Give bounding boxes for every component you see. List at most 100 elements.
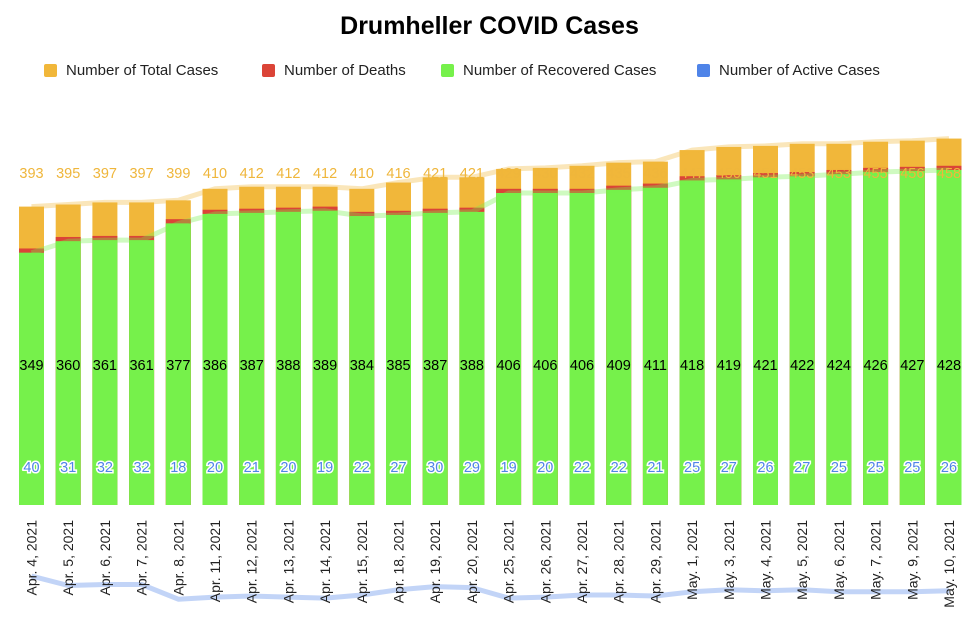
data-label-total: 397: [93, 166, 117, 182]
data-label-recovered: 389: [313, 358, 337, 374]
data-label-active: 21: [647, 460, 663, 476]
chart-title: Drumheller COVID Cases: [340, 12, 639, 40]
legend-swatch-total: [44, 64, 57, 77]
x-tick-label: Apr. 7, 2021: [134, 520, 150, 596]
bar-recovered: [422, 212, 448, 505]
bar-recovered: [899, 171, 925, 505]
data-label-total: 412: [276, 166, 300, 182]
bar-recovered: [789, 176, 815, 505]
x-tick-label: Apr. 13, 2021: [280, 520, 296, 604]
bar-recovered: [532, 192, 558, 505]
bar-recovered: [202, 213, 228, 506]
x-tick-label: May. 4, 2021: [758, 520, 774, 600]
data-label-total: 397: [129, 166, 153, 182]
x-tick-label: Apr. 15, 2021: [354, 520, 370, 604]
data-label-recovered: 406: [570, 358, 594, 374]
data-label-recovered: 422: [790, 358, 814, 374]
bar-recovered: [459, 211, 485, 505]
data-label-recovered: 387: [240, 358, 264, 374]
bar-recovered: [349, 216, 375, 505]
x-tick-label: Apr. 12, 2021: [244, 520, 260, 604]
data-label-active: 21: [244, 460, 260, 476]
data-label-total: 421: [423, 166, 447, 182]
x-tick-label: Apr. 4, 2021: [24, 520, 40, 596]
data-label-recovered: 360: [56, 358, 80, 374]
data-label-total: 453: [827, 166, 851, 182]
data-label-recovered: 388: [276, 358, 300, 374]
data-label-total: 399: [166, 166, 190, 182]
legend-label-deaths: Number of Deaths: [284, 62, 406, 79]
data-label-total: 410: [350, 166, 374, 182]
trend-line-active: [30, 573, 950, 602]
bar-recovered: [129, 240, 155, 505]
data-label-total: 412: [240, 166, 264, 182]
data-label-recovered: 361: [93, 358, 117, 374]
data-label-total: 456: [900, 166, 924, 182]
data-label-active: 26: [757, 460, 773, 476]
x-tick-label: Apr. 8, 2021: [170, 520, 186, 596]
data-label-recovered: 377: [166, 358, 190, 374]
data-label-active: 22: [611, 460, 627, 476]
data-label-recovered: 406: [496, 358, 520, 374]
data-label-total: 435: [607, 166, 631, 182]
data-label-active: 25: [831, 460, 847, 476]
x-tick-label: May. 1, 2021: [684, 520, 700, 600]
legend-label-recovered: Number of Recovered Cases: [463, 62, 657, 79]
bar-recovered: [239, 212, 265, 505]
x-tick-label: Apr. 27, 2021: [574, 520, 590, 604]
data-label-recovered: 426: [863, 358, 887, 374]
bar-recovered: [642, 187, 668, 505]
data-label-total: 412: [313, 166, 337, 182]
x-tick-label: May. 9, 2021: [904, 520, 920, 600]
data-label-active: 27: [390, 460, 406, 476]
data-label-total: 447: [680, 166, 704, 182]
x-tick-label: Apr. 18, 2021: [391, 520, 407, 604]
x-tick-label: Apr. 11, 2021: [207, 520, 223, 602]
data-label-active: 29: [464, 460, 480, 476]
data-label-active: 40: [23, 460, 39, 476]
data-label-recovered: 361: [129, 358, 153, 374]
data-label-recovered: 386: [203, 358, 227, 374]
bar-recovered: [275, 211, 301, 505]
legend-swatch-recovered: [441, 64, 454, 77]
legend-swatch-deaths: [262, 64, 275, 77]
legend-item-recovered: Number of Recovered Cases: [441, 62, 656, 79]
data-label-recovered: 409: [607, 358, 631, 374]
bar-recovered: [312, 210, 338, 505]
trend-line-total: [31, 136, 950, 210]
data-label-active: 22: [354, 460, 370, 476]
x-tick-label: Apr. 26, 2021: [537, 520, 553, 604]
x-tick-label: Apr. 19, 2021: [427, 520, 443, 604]
data-label-recovered: 411: [644, 358, 667, 374]
legend-item-active: Number of Active Cases: [697, 62, 880, 79]
legend: Number of Total Cases Number of Deaths N…: [0, 62, 979, 84]
data-label-total: 453: [790, 166, 814, 182]
data-label-total: 416: [386, 166, 410, 182]
data-label-recovered: 427: [900, 358, 924, 374]
data-label-recovered: 424: [827, 358, 851, 374]
data-label-recovered: 385: [386, 358, 410, 374]
x-tick-label: Apr. 29, 2021: [647, 520, 663, 604]
data-label-recovered: 349: [19, 358, 43, 374]
data-label-active: 25: [684, 460, 700, 476]
bar-recovered: [863, 172, 889, 505]
bar-recovered: [386, 214, 411, 505]
data-label-total: 450: [717, 166, 741, 182]
data-label-active: 19: [317, 460, 333, 476]
bar-recovered: [826, 174, 852, 505]
bar-recovered: [936, 169, 962, 505]
x-tick-label: Apr. 5, 2021: [60, 520, 76, 596]
data-label-active: 25: [904, 460, 920, 476]
bar-recovered: [606, 189, 632, 505]
x-tick-label: Apr. 14, 2021: [317, 520, 333, 604]
data-label-active: 27: [794, 460, 810, 476]
bar-recovered: [569, 192, 595, 505]
x-tick-label: May. 5, 2021: [794, 520, 810, 600]
x-tick-label: Apr. 28, 2021: [611, 520, 627, 604]
data-label-total: 429: [496, 166, 520, 182]
x-tick-label: Apr. 6, 2021: [97, 520, 113, 596]
data-label-active: 30: [427, 460, 443, 476]
data-label-active: 32: [134, 460, 150, 476]
bar-recovered: [716, 179, 742, 505]
